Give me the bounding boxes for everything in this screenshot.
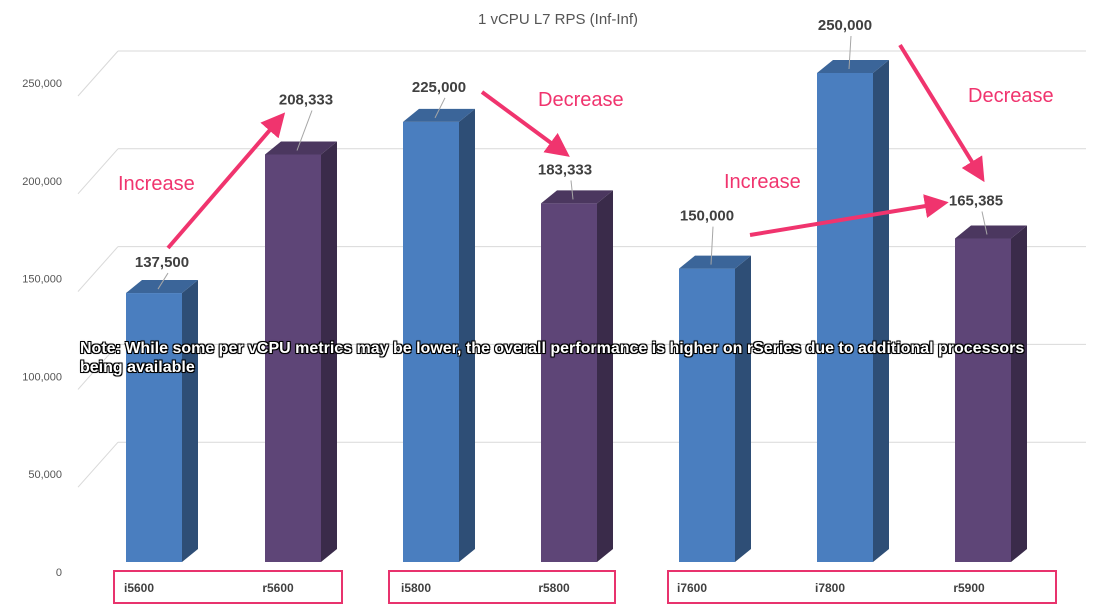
x-tick-label-r5900: r5900 xyxy=(953,581,985,595)
annotation-decrease-1: Decrease xyxy=(538,89,624,111)
performance-note: Note: While some per vCPU metrics may be… xyxy=(80,340,1025,376)
bar-side xyxy=(459,108,475,563)
bars xyxy=(126,60,1027,563)
increase-arrow-2 xyxy=(749,194,949,237)
data-label-i7800: 250,000 xyxy=(818,17,872,34)
bar-top xyxy=(679,255,751,269)
gridline-slant xyxy=(77,148,119,195)
data-label-r5600: 208,333 xyxy=(279,92,333,109)
bar-r5600 xyxy=(265,141,337,562)
bar-front xyxy=(403,121,459,563)
annotation-increase-1: Increase xyxy=(118,173,195,195)
y-tick-label: 100,000 xyxy=(22,371,62,383)
bar-side xyxy=(1011,225,1027,562)
bar-front xyxy=(955,238,1011,562)
x-tick-label-i5800: i5800 xyxy=(401,581,431,595)
y-tick-label: 0 xyxy=(56,567,62,579)
x-tick-label-i5600: i5600 xyxy=(124,581,154,595)
x-tick-label-r5800: r5800 xyxy=(538,581,570,595)
data-label-leader xyxy=(710,226,714,265)
bar-front xyxy=(679,268,735,562)
data-label-r5800: 183,333 xyxy=(538,161,592,178)
annotation-increase-2: Increase xyxy=(724,171,801,193)
data-label-i5600: 137,500 xyxy=(135,254,189,271)
bar-i5600 xyxy=(126,280,198,562)
data-label-leaders xyxy=(157,35,988,290)
bar-top xyxy=(955,225,1027,239)
data-label-leader xyxy=(570,180,574,200)
data-label-leader xyxy=(981,211,988,235)
bar-side xyxy=(735,255,751,562)
category-group-box xyxy=(388,570,616,604)
data-label-r5900: 165,385 xyxy=(949,193,1003,210)
decrease-arrow-2 xyxy=(898,43,985,183)
category-group-box xyxy=(667,570,1057,604)
bar-i7600 xyxy=(679,255,751,562)
bar-r5800 xyxy=(541,190,613,563)
gridline-slant xyxy=(77,50,119,97)
x-tick-label-r5600: r5600 xyxy=(262,581,294,595)
annotations: Increase Decrease Increase Decrease xyxy=(118,43,1054,250)
data-label-leader xyxy=(848,35,852,70)
y-tick-label: 50,000 xyxy=(28,469,62,481)
chart-title: 1 vCPU L7 RPS (Inf-Inf) xyxy=(478,11,638,28)
data-label-i7600: 150,000 xyxy=(680,208,734,225)
data-label-i5800: 225,000 xyxy=(412,79,466,96)
x-axis-ticks: i5600 r5600 i5800 r5800 i7600 i7800 r5900 xyxy=(124,581,985,595)
y-tick-label: 150,000 xyxy=(22,274,62,286)
bar-i5800 xyxy=(403,108,475,563)
data-label-leader xyxy=(296,110,313,151)
bar-side xyxy=(873,60,889,562)
y-tick-label: 200,000 xyxy=(22,176,62,188)
gridline-slant xyxy=(77,441,119,488)
bar-top xyxy=(817,60,889,73)
bar-side xyxy=(321,141,337,562)
data-labels: 137,500 208,333 225,000 183,333 150,000 250,0… xyxy=(135,17,1003,271)
increase-arrow-1 xyxy=(166,112,286,250)
bar-side xyxy=(597,190,613,563)
bar-top xyxy=(541,190,613,204)
bar-front xyxy=(265,154,321,562)
bar-front xyxy=(126,293,182,562)
data-label-leader xyxy=(157,272,169,290)
decrease-arrow-1 xyxy=(480,90,570,157)
bar-i7800 xyxy=(817,60,889,562)
y-tick-label: 250,000 xyxy=(22,78,62,90)
bar-top xyxy=(265,141,337,155)
data-label-leader xyxy=(434,97,446,119)
annotation-decrease-2: Decrease xyxy=(968,85,1054,107)
bar-side xyxy=(182,280,198,562)
bar-r5900 xyxy=(955,225,1027,562)
x-tick-label-i7600: i7600 xyxy=(677,581,707,595)
bar-front xyxy=(541,203,597,563)
category-group-box xyxy=(113,570,343,604)
gridline-slant xyxy=(77,246,119,292)
y-axis-ticks: 0 50,000 100,000 150,000 200,000 250,000 xyxy=(22,78,62,579)
bar-front xyxy=(817,73,873,562)
bar-top xyxy=(126,280,198,294)
gridline-slant xyxy=(77,344,119,390)
x-tick-label-i7800: i7800 xyxy=(815,581,845,595)
bar-top xyxy=(403,108,475,122)
category-group-boxes xyxy=(113,570,1057,604)
